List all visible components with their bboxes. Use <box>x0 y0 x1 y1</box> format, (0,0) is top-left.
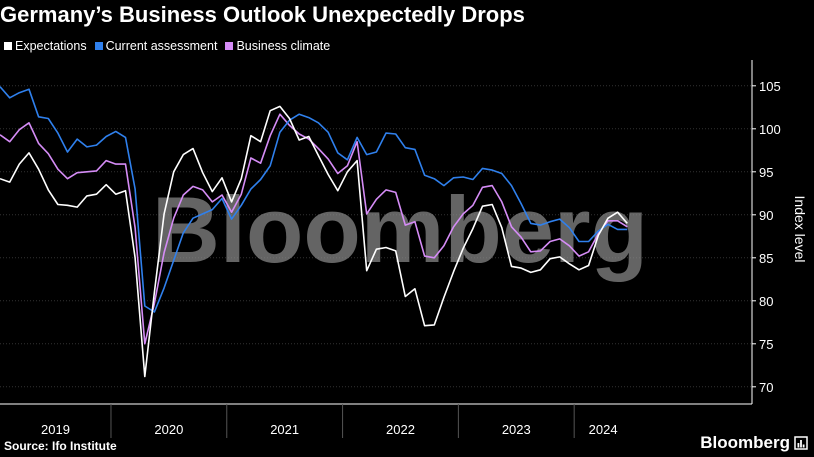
x-tick-label-2020: 2020 <box>154 422 183 437</box>
legend-swatch-expectations <box>4 42 12 50</box>
series-line-business-climate <box>0 113 628 345</box>
y-tick-label-80: 80 <box>759 294 773 309</box>
series-line-expectations <box>0 105 628 378</box>
bar-chart-icon <box>794 436 808 450</box>
x-tick-label-2021: 2021 <box>270 422 299 437</box>
legend-label-business-climate: Business climate <box>236 39 331 53</box>
x-tick-label-2019: 2019 <box>41 422 70 437</box>
legend-item-expectations: Expectations <box>4 39 87 53</box>
series-line-current-assessment <box>0 86 628 313</box>
legend: Expectations Current assessment Business… <box>4 39 330 53</box>
x-tick-label-2023: 2023 <box>502 422 531 437</box>
legend-item-business-climate: Business climate <box>225 39 330 53</box>
legend-label-expectations: Expectations <box>15 39 87 53</box>
y-tick-label-85: 85 <box>759 251 773 266</box>
legend-swatch-business-climate <box>225 42 234 50</box>
x-tick-label-2024: 2024 <box>589 422 618 437</box>
y-tick-label-75: 75 <box>759 337 773 352</box>
x-tick-label-2022: 2022 <box>386 422 415 437</box>
chart-title: Germany’s Business Outlook Unexpectedly … <box>0 2 525 27</box>
brand-name: Bloomberg <box>700 433 790 452</box>
y-axis-label: Index level <box>792 196 808 263</box>
brand-logo: Bloomberg <box>700 433 808 453</box>
legend-label-current-assessment: Current assessment <box>105 39 218 53</box>
y-tick-label-105: 105 <box>759 79 781 94</box>
legend-swatch-current-assessment <box>94 42 103 50</box>
y-tick-label-70: 70 <box>759 380 773 395</box>
y-tick-label-95: 95 <box>759 165 773 180</box>
y-tick-label-100: 100 <box>759 122 781 137</box>
y-tick-label-90: 90 <box>759 208 773 223</box>
source-note: Source: Ifo Institute <box>4 439 117 453</box>
legend-item-current-assessment: Current assessment <box>94 39 218 53</box>
